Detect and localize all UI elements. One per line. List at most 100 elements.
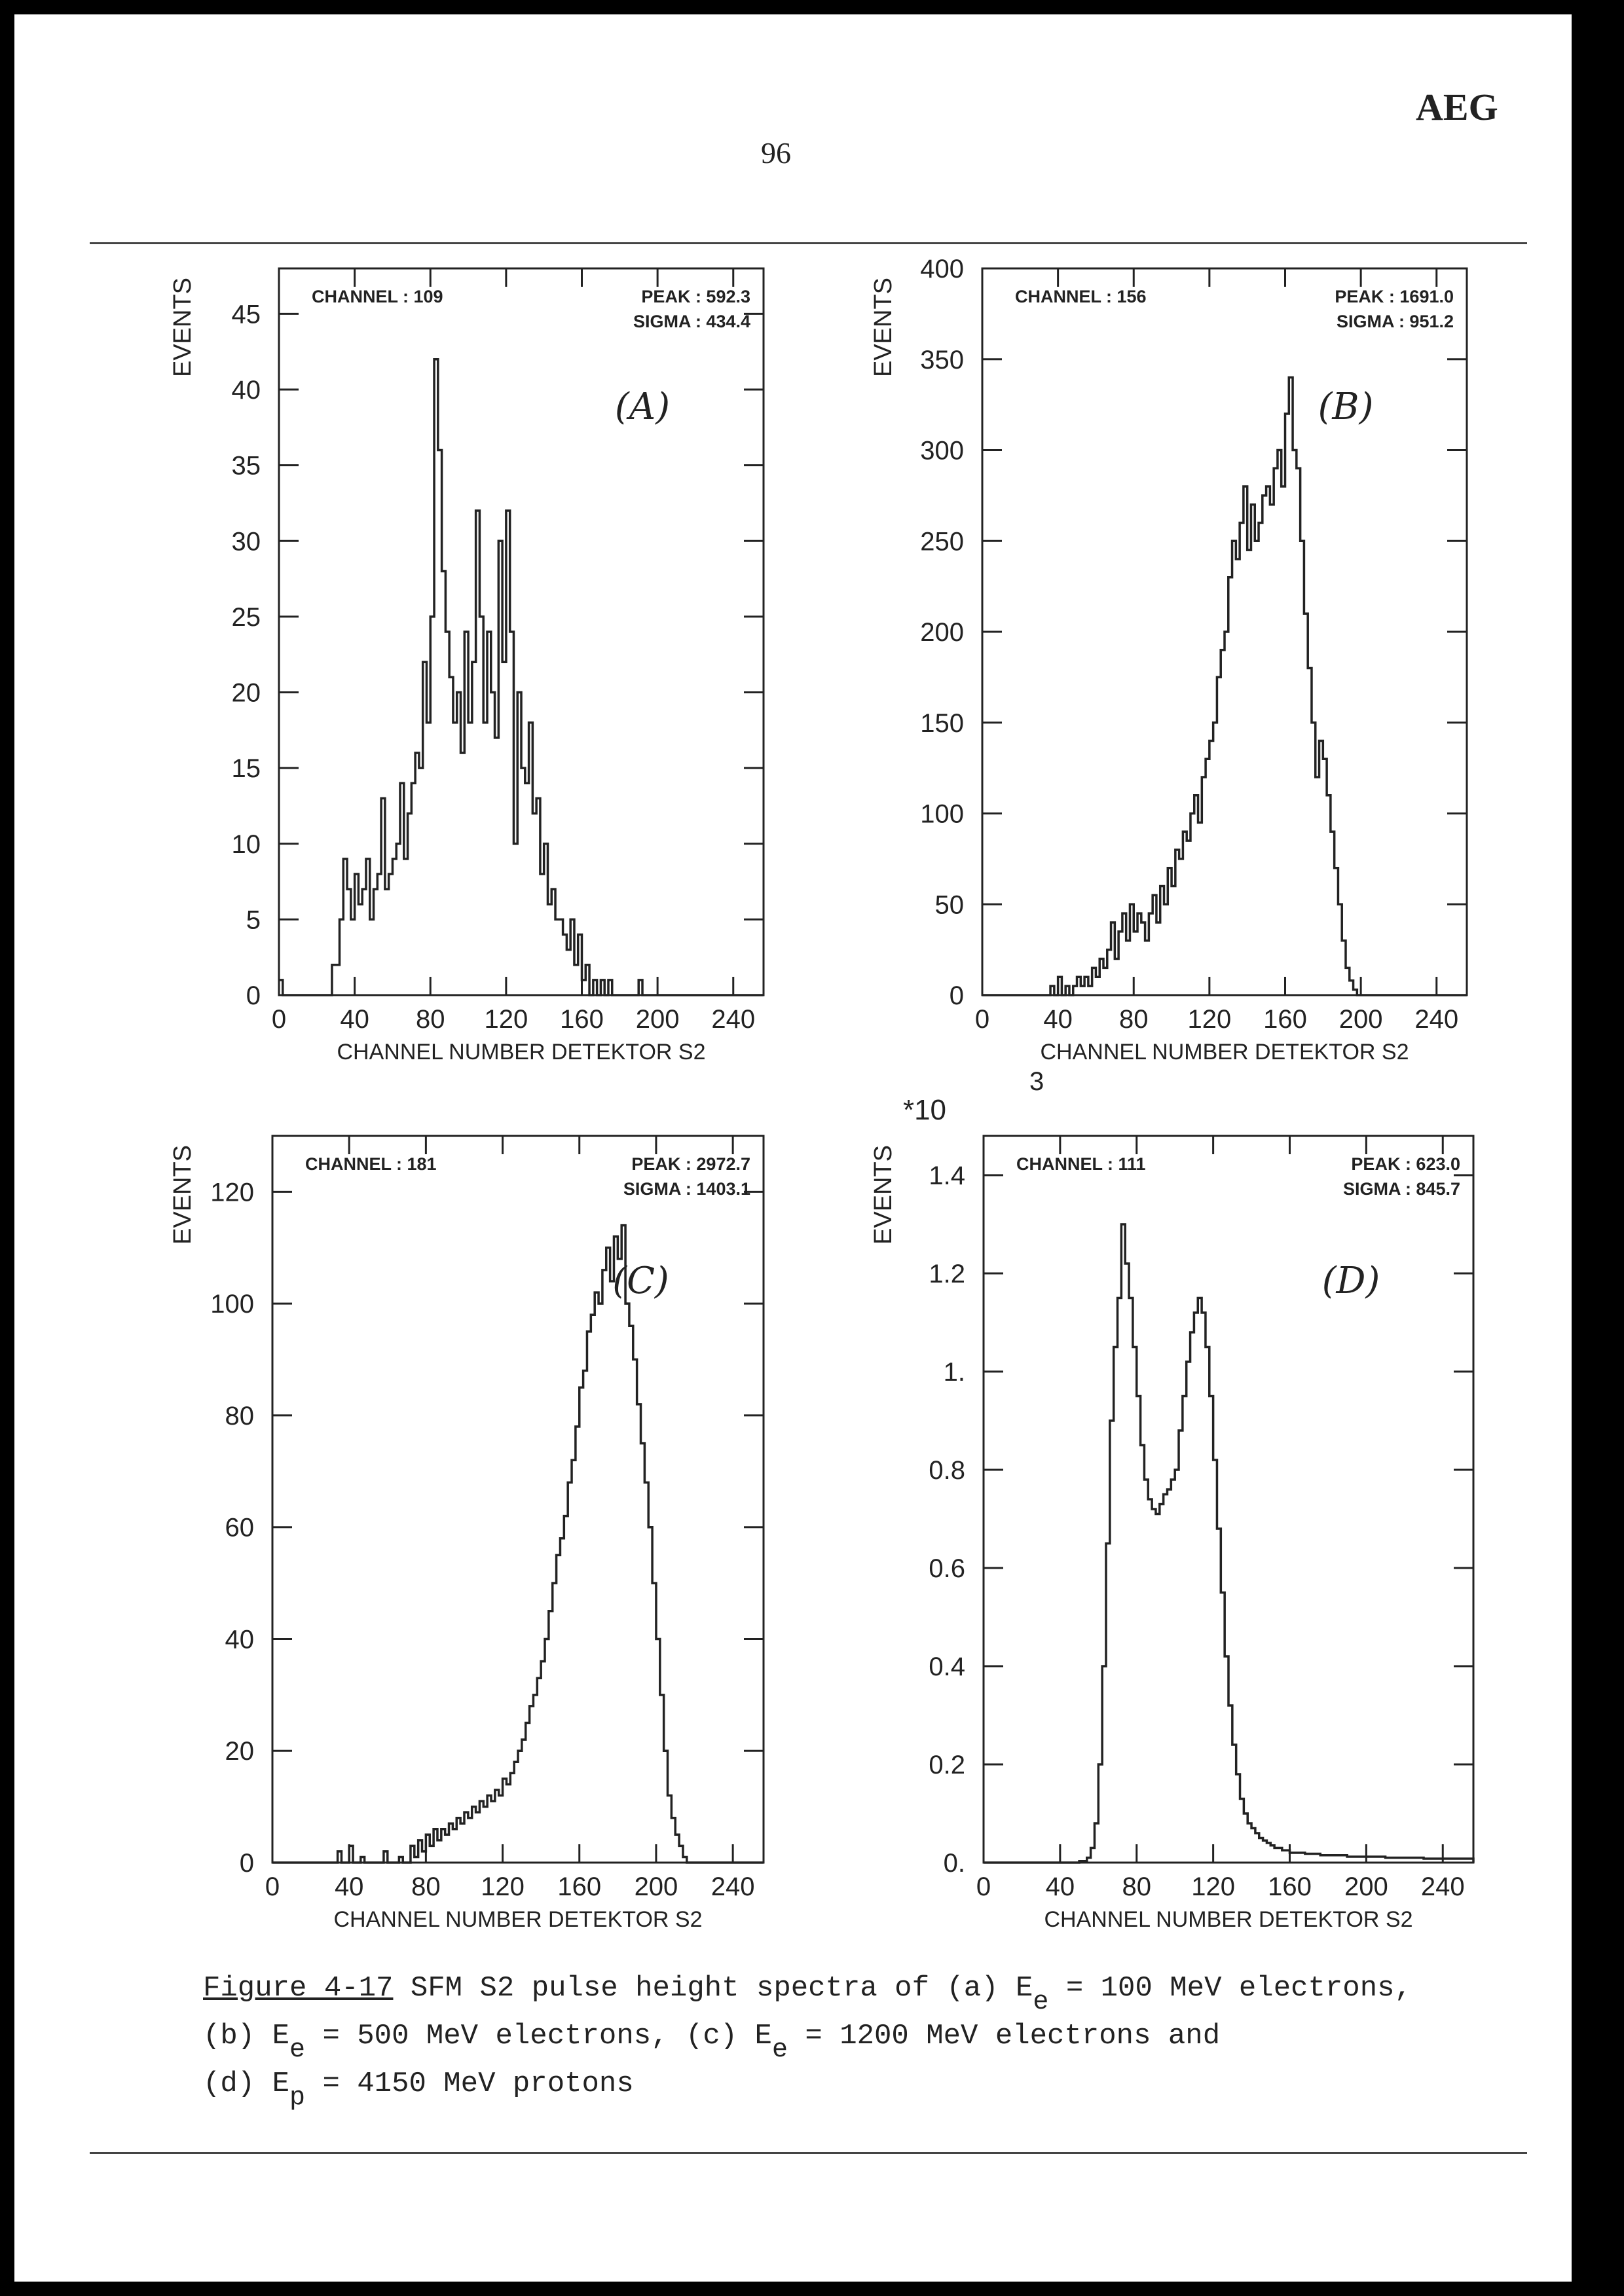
chart-a-x-tick-label: 200 [636,1005,680,1034]
chart-a-y-tick-label: 25 [232,603,261,632]
chart-b-y-tick-label: 300 [920,437,964,465]
chart-b-y-tick-label: 250 [920,527,964,556]
chart-d-sigma-text: SIGMA : 845.7 [1343,1179,1460,1199]
figure-panels: 0 40 80 120 160 200 240051015202530354045CHANN… [169,255,1475,1932]
chart-c-panel-label: (C) [612,1260,669,1302]
chart-a-sigma-text: SIGMA : 434.4 [633,312,750,331]
chart-c-y-tick-label: 60 [225,1514,255,1542]
chart-d-scale-exponent: 3 [1029,1067,1044,1096]
chart-a-y-tick-label: 5 [246,905,261,934]
chart-a-x-tick-label: 160 [560,1005,604,1034]
caption-text: = 1200 MeV electrons and [787,2020,1221,2052]
chart-a-y-tick-label: 30 [232,527,261,556]
chart-c-channel-text: CHANNEL : 181 [305,1154,437,1174]
chart-b-y-tick-label: 0 [950,981,964,1010]
chart-a-x-axis-title: CHANNEL NUMBER DETEKTOR S2 [337,1040,706,1065]
chart-c-y-tick-label: 100 [210,1290,254,1319]
figure-caption-line-3: (d) Ep = 4150 MeV protons [203,2068,634,2113]
chart-d-y-tick-label: 1.4 [929,1161,965,1190]
chart-d-x-tick-label: 240 [1421,1872,1465,1901]
chart-d-channel-text: CHANNEL : 111 [1016,1154,1146,1174]
chart-d-frame [982,1135,1475,1864]
caption-subscript: e [771,2035,788,2065]
chart-d-x-tick-label: 0 [976,1872,991,1901]
chart-b-x-tick-label: 160 [1263,1005,1307,1034]
chart-d-y-axis-title: EVENTS [870,1145,897,1245]
caption-text: (d) E [203,2068,290,2100]
chart-a-y-tick-label: 45 [232,300,261,329]
chart-d-scale-factor: *10 [903,1094,946,1126]
caption-text: (b) E [203,2020,290,2052]
chart-b-x-tick-label: 80 [1119,1005,1149,1034]
chart-b-sigma-text: SIGMA : 951.2 [1337,312,1454,331]
chart-c-x-tick-label: 240 [711,1872,755,1901]
chart-c-y-tick-label: 80 [225,1402,255,1430]
chart-c-y-tick-label: 120 [210,1178,254,1207]
chart-d-x-tick-label: 40 [1046,1872,1075,1901]
chart-c-x-tick-label: 120 [481,1872,525,1901]
figure-label: Figure 4-17 [203,1972,394,2005]
chart-b-y-tick-label: 350 [920,346,964,374]
bottom-rule [90,2152,1527,2154]
page-number: 96 [761,136,791,170]
chart-d-y-tick-label: 0.4 [929,1652,965,1681]
chart-d-x-tick-label: 200 [1344,1872,1388,1901]
chart-b-y-tick-label: 150 [920,709,964,738]
chart-d-x-tick-label: 160 [1268,1872,1312,1901]
chart-d-y-tick-label: 1. [944,1358,965,1387]
brand-logo: AEG [1416,86,1498,128]
chart-d-histogram-series [984,1223,1475,1864]
top-rule [90,242,1527,244]
chart-a-x-tick-label: 0 [272,1005,286,1034]
chart-c-histogram-series [272,1224,764,1864]
chart-b-y-tick-label: 100 [920,800,964,829]
chart-d-x-axis-title: CHANNEL NUMBER DETEKTOR S2 [1044,1907,1413,1932]
chart-a-x-tick-label: 240 [711,1005,755,1034]
chart-c-peak-text: PEAK : 2972.7 [631,1154,750,1174]
chart-c-x-tick-label: 200 [635,1872,678,1901]
chart-d-y-tick-label: 0.2 [929,1751,965,1779]
chart-c-x-tick-label: 0 [265,1872,280,1901]
caption-text: = 4150 MeV protons [305,2068,634,2100]
chart-d-y-tick-label: 0.6 [929,1554,965,1583]
chart-a-y-tick-label: 40 [232,376,261,405]
chart-a-histogram-series [279,358,764,996]
chart-b-x-tick-label: 40 [1043,1005,1073,1034]
chart-a-panel-label: (A) [615,386,670,428]
chart-d-peak-text: PEAK : 623.0 [1351,1154,1460,1174]
chart-a-x-tick-label: 120 [485,1005,528,1034]
chart-b-x-tick-label: 240 [1414,1005,1458,1034]
chart-a-y-tick-label: 0 [246,981,261,1010]
chart-b-channel-text: CHANNEL : 156 [1015,287,1147,306]
chart-a-frame [278,267,765,996]
chart-b-y-tick-label: 400 [920,255,964,283]
chart-d-panel-label: (D) [1322,1260,1380,1302]
chart-b-y-tick-label: 50 [935,890,965,919]
caption-text: = 500 MeV electrons, (c) E [305,2020,772,2052]
chart-b-peak-text: PEAK : 1691.0 [1335,287,1454,306]
chart-b-y-tick-label: 200 [920,618,964,647]
chart-c-y-tick-label: 40 [225,1625,255,1654]
chart-b-panel-label: (B) [1318,386,1374,428]
chart-a-x-tick-label: 80 [416,1005,445,1034]
chart-c-y-tick-label: 20 [225,1737,255,1766]
chart-b-x-axis-title: CHANNEL NUMBER DETEKTOR S2 [1041,1040,1409,1065]
chart-a-peak-text: PEAK : 592.3 [641,287,750,306]
chart-d-y-tick-label: 0. [944,1849,965,1878]
caption-subscript: p [289,2083,306,2113]
chart-c-x-tick-label: 40 [335,1872,364,1901]
chart-c-y-axis-title: EVENTS [169,1145,196,1245]
chart-d-x-tick-label: 80 [1122,1872,1152,1901]
chart-c-x-tick-label: 160 [557,1872,601,1901]
caption-subscript: e [289,2035,306,2065]
chart-c-y-tick-label: 0 [240,1849,254,1878]
document-page: AEG 96 0 40 80 120 160 200 240 0 5 10 15 20 25 30 35 40… [14,14,1572,2282]
figure-caption-line-1: Figure 4-17 SFM S2 pulse height spectra … [203,1972,1412,2017]
chart-a-y-tick-label: 20 [232,679,261,708]
chart-a-channel-text: CHANNEL : 109 [312,287,443,306]
caption-text: SFM S2 pulse height spectra of (a) E [393,1972,1033,2005]
chart-c-sigma-text: SIGMA : 1403.1 [623,1179,750,1199]
caption-subscript: e [1033,1988,1049,2017]
chart-c-x-axis-title: CHANNEL NUMBER DETEKTOR S2 [334,1907,703,1932]
chart-a-y-tick-label: 15 [232,754,261,783]
